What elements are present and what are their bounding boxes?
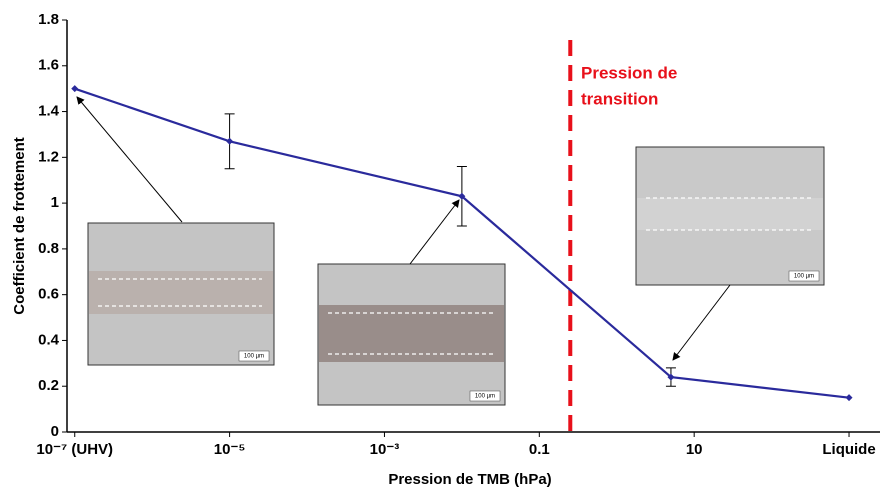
y-tick-label: 1.8 bbox=[38, 11, 59, 28]
x-tick-label: 10⁻⁵ bbox=[214, 441, 246, 458]
wear-track bbox=[319, 305, 504, 362]
y-tick-label: 0.4 bbox=[38, 331, 60, 348]
y-axis-label: Coefficient de frottement bbox=[11, 137, 28, 315]
y-tick-label: 1.2 bbox=[38, 148, 59, 165]
scale-label: 100 µm bbox=[794, 274, 814, 280]
inset-image: 100 µm bbox=[317, 263, 506, 406]
arrow bbox=[409, 199, 460, 265]
wear-track bbox=[637, 198, 823, 230]
inset-image: 100 µm bbox=[635, 146, 825, 286]
point bbox=[667, 373, 675, 381]
y-tick-label: 1.4 bbox=[38, 103, 60, 120]
inset-image: 100 µm bbox=[87, 222, 275, 366]
y-tick-label: 1.6 bbox=[38, 57, 59, 74]
y-tick-label: 1 bbox=[51, 194, 59, 211]
scale-box bbox=[469, 390, 501, 402]
point bbox=[226, 137, 234, 145]
scale-label: 100 µm bbox=[244, 354, 264, 360]
arrow bbox=[76, 96, 183, 223]
point bbox=[71, 85, 79, 93]
transition-label: Pression de bbox=[581, 63, 677, 82]
x-axis-label: Pression de TMB (hPa) bbox=[388, 471, 551, 488]
x-tick-label: Liquide bbox=[822, 441, 875, 458]
point bbox=[845, 394, 853, 402]
y-tick-label: 0.8 bbox=[38, 240, 59, 257]
x-tick-label: 10⁻⁷ (UHV) bbox=[36, 441, 113, 458]
arrow bbox=[672, 284, 731, 361]
y-tick-label: 0 bbox=[51, 423, 59, 440]
scale-box bbox=[788, 270, 820, 282]
x-tick-label: 10⁻³ bbox=[370, 441, 400, 458]
y-tick-label: 0.2 bbox=[38, 377, 59, 394]
transition-label: transition bbox=[581, 89, 658, 108]
x-tick-label: 10 bbox=[686, 441, 703, 458]
scale-label: 100 µm bbox=[475, 394, 495, 400]
wear-track bbox=[89, 271, 273, 314]
x-tick-label: 0.1 bbox=[529, 441, 550, 458]
point bbox=[458, 192, 466, 200]
y-tick-label: 0.6 bbox=[38, 286, 59, 303]
scale-box bbox=[238, 350, 270, 362]
